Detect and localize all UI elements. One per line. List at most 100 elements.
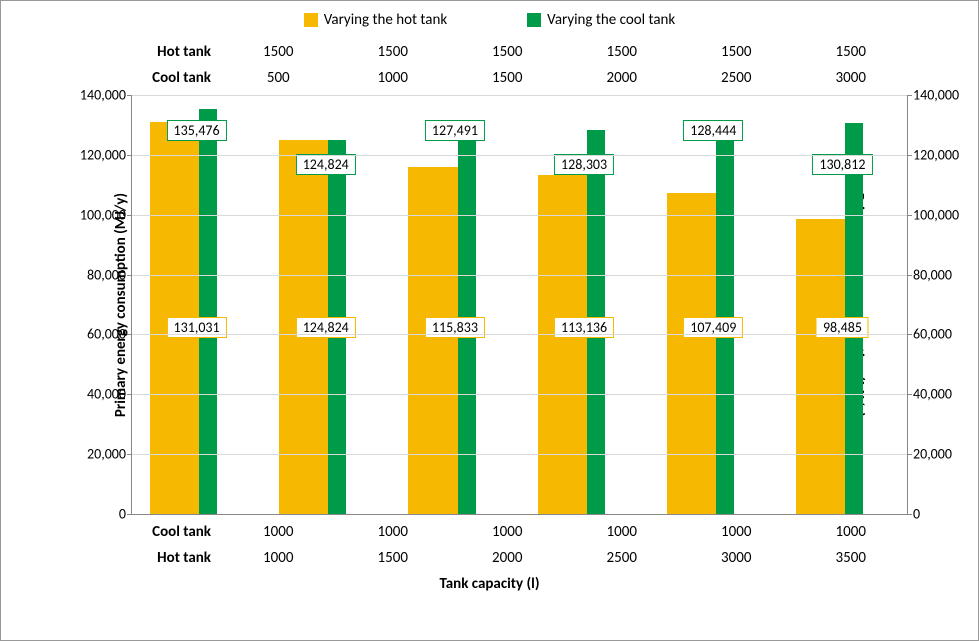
y-tick-left: 40,000 — [87, 386, 132, 403]
legend-label-cool: Varying the cool tank — [547, 11, 675, 29]
top-category-table: Hot tank 150015001500150015001500 Cool t… — [1, 39, 978, 91]
tick-mark — [907, 334, 912, 335]
bottom-category-table: Cool tank 100010001000100010001000 Hot t… — [1, 515, 978, 571]
category-cell: 1500 — [336, 43, 451, 61]
y-axis-title-left: Primary energy consumption (MJ/y) — [112, 193, 130, 417]
category-cell: 1500 — [336, 549, 451, 567]
bottom-row-cool-cells: 100010001000100010001000 — [221, 523, 908, 541]
top-row-cool-label: Cool tank — [131, 69, 221, 87]
bar-hot — [408, 167, 457, 514]
category-cell: 1000 — [336, 69, 451, 87]
category-cell: 3000 — [679, 549, 794, 567]
bar-group: 128,303113,136 — [520, 95, 649, 514]
tick-mark — [127, 275, 132, 276]
category-cell: 1500 — [679, 43, 794, 61]
tick-mark — [127, 155, 132, 156]
tick-mark — [907, 514, 912, 515]
chart-container: Varying the hot tank Varying the cool ta… — [0, 0, 979, 641]
gridline — [132, 334, 907, 335]
category-cell: 1500 — [794, 43, 909, 61]
category-cell: 1000 — [450, 523, 565, 541]
tick-mark — [127, 514, 132, 515]
top-row-hot: Hot tank 150015001500150015001500 — [131, 39, 908, 65]
category-cell: 1000 — [565, 523, 680, 541]
tick-mark — [127, 334, 132, 335]
legend-item-cool: Varying the cool tank — [527, 11, 675, 29]
tick-mark — [907, 155, 912, 156]
category-cell: 2500 — [679, 69, 794, 87]
y-tick-right: 60,000 — [907, 326, 952, 343]
data-label-cool: 128,444 — [683, 120, 743, 141]
y-tick-right: 20,000 — [907, 446, 952, 463]
data-label-cool: 135,476 — [167, 120, 227, 141]
category-cell: 1000 — [794, 523, 909, 541]
data-label-cool: 128,303 — [554, 154, 614, 175]
legend-swatch-cool — [527, 13, 541, 27]
bar-group: 135,476131,031 — [132, 95, 261, 514]
tick-mark — [907, 95, 912, 96]
category-cell: 2000 — [450, 549, 565, 567]
y-tick-left: 20,000 — [87, 446, 132, 463]
category-cell: 1000 — [221, 549, 336, 567]
category-cell: 1500 — [450, 69, 565, 87]
data-label-cool: 127,491 — [425, 120, 485, 141]
category-cell: 2000 — [565, 69, 680, 87]
bar-hot — [796, 219, 845, 514]
y-tick-right: 100,000 — [907, 206, 959, 223]
bottom-row-hot-label: Hot tank — [131, 549, 221, 567]
data-label-cool: 124,824 — [296, 154, 356, 175]
tick-mark — [907, 394, 912, 395]
y-tick-left: 140,000 — [80, 87, 132, 104]
top-row-hot-label: Hot tank — [131, 43, 221, 61]
category-cell: 1000 — [336, 523, 451, 541]
tick-mark — [907, 215, 912, 216]
tick-mark — [907, 275, 912, 276]
bar-group: 127,491115,833 — [390, 95, 519, 514]
bar-group: 130,81298,485 — [778, 95, 907, 514]
category-cell: 1500 — [221, 43, 336, 61]
legend-swatch-hot — [304, 13, 318, 27]
y-tick-right: 40,000 — [907, 386, 952, 403]
gridline — [132, 155, 907, 156]
x-axis-title: Tank capacity (l) — [1, 575, 978, 593]
top-row-cool: Cool tank 50010001500200025003000 — [131, 65, 908, 91]
plot-area-inner: 135,476131,031124,824124,824127,491115,8… — [131, 95, 908, 515]
category-cell: 3000 — [794, 69, 909, 87]
tick-mark — [127, 454, 132, 455]
tick-mark — [907, 454, 912, 455]
data-label-cool: 130,812 — [812, 154, 872, 175]
bottom-row-hot-cells: 100015002000250030003500 — [221, 549, 908, 567]
y-tick-right: 140,000 — [907, 87, 959, 104]
tick-mark — [127, 394, 132, 395]
gridline — [132, 394, 907, 395]
top-row-cool-cells: 50010001500200025003000 — [221, 69, 908, 87]
legend-label-hot: Varying the hot tank — [324, 11, 447, 29]
plot-area: 135,476131,031124,824124,824127,491115,8… — [131, 95, 908, 515]
legend-item-hot: Varying the hot tank — [304, 11, 447, 29]
gridline — [132, 95, 907, 96]
bottom-row-cool-label: Cool tank — [131, 523, 221, 541]
bar-hot — [538, 175, 587, 514]
tick-mark — [127, 95, 132, 96]
gridline — [132, 275, 907, 276]
category-cell: 500 — [221, 69, 336, 87]
category-cell: 2500 — [565, 549, 680, 567]
y-tick-left: 80,000 — [87, 266, 132, 283]
top-row-hot-cells: 150015001500150015001500 — [221, 43, 908, 61]
y-tick-right: 80,000 — [907, 266, 952, 283]
bars-layer: 135,476131,031124,824124,824127,491115,8… — [132, 95, 907, 514]
bottom-row-hot: Hot tank 100015002000250030003500 — [131, 545, 908, 571]
tick-mark — [127, 215, 132, 216]
bar-group: 128,444107,409 — [649, 95, 778, 514]
category-cell: 1000 — [679, 523, 794, 541]
y-tick-left: 120,000 — [80, 146, 132, 163]
bottom-row-cool: Cool tank 100010001000100010001000 — [131, 519, 908, 545]
category-cell: 3500 — [794, 549, 909, 567]
bar-hot — [667, 193, 716, 514]
category-cell: 1000 — [221, 523, 336, 541]
bar-group: 124,824124,824 — [261, 95, 390, 514]
y-tick-left: 60,000 — [87, 326, 132, 343]
gridline — [132, 454, 907, 455]
y-tick-right: 120,000 — [907, 146, 959, 163]
y-tick-left: 100,000 — [80, 206, 132, 223]
